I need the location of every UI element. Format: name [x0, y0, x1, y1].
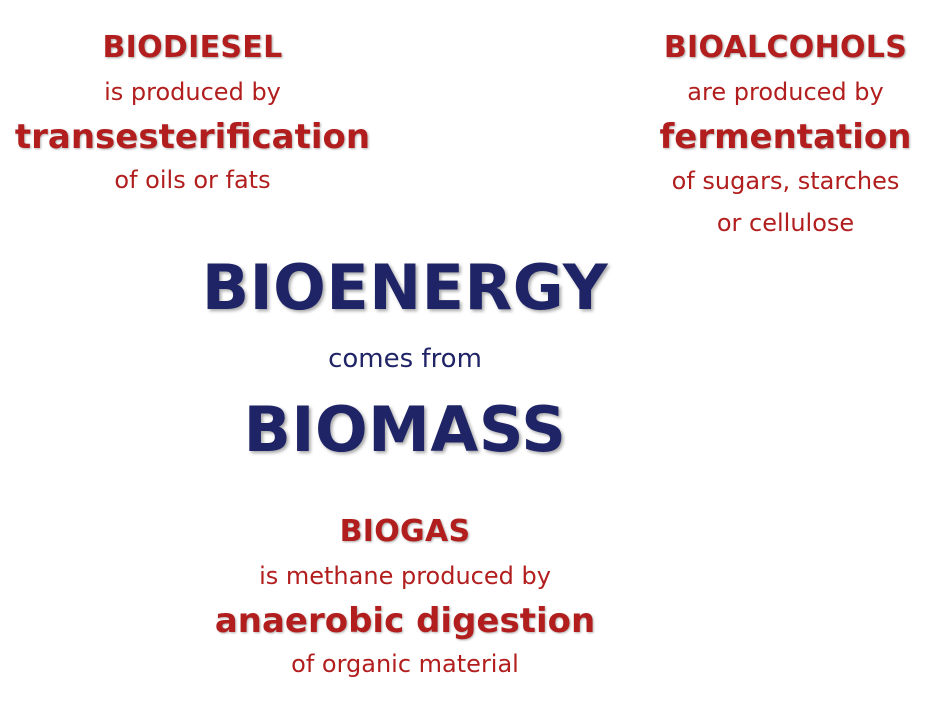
bioenergy-title: BIOENERGY — [201, 251, 609, 324]
bioalcohols-verb: are produced by — [687, 78, 884, 106]
bioenergy-block: BIOENERGY comes from BIOMASS — [155, 252, 655, 466]
biodiesel-title: BIODIESEL — [102, 30, 283, 65]
biogas-verb: is methane produced by — [259, 562, 551, 590]
biodiesel-process: transesterification — [14, 117, 371, 157]
biogas-block: BIOGAS is methane produced by anaerobic … — [155, 510, 655, 684]
biodiesel-block: BIODIESEL is produced by transesterifica… — [0, 26, 385, 200]
biomass-title: BIOMASS — [243, 393, 567, 466]
bioalcohols-block: BIOALCOHOLS are produced by fermentation… — [637, 26, 934, 244]
biodiesel-source: of oils or fats — [114, 166, 271, 194]
biogas-source: of organic material — [291, 650, 519, 678]
bioalcohols-source-2: or cellulose — [716, 209, 855, 237]
bioalcohols-title: BIOALCOHOLS — [663, 30, 908, 65]
bioenergy-connector: comes from — [328, 344, 482, 374]
bioalcohols-source-1: of sugars, starches — [671, 167, 900, 195]
biogas-title: BIOGAS — [339, 514, 471, 549]
biodiesel-verb: is produced by — [104, 78, 281, 106]
biogas-process: anaerobic digestion — [214, 601, 596, 641]
bioalcohols-process: fermentation — [659, 117, 912, 157]
